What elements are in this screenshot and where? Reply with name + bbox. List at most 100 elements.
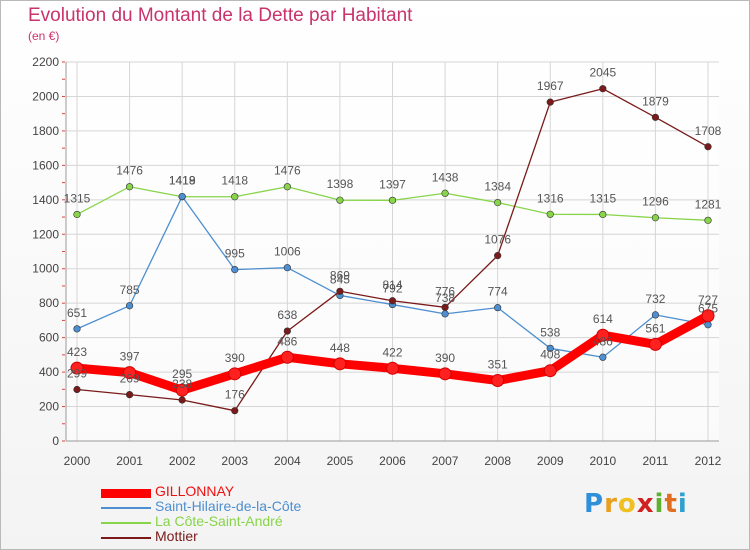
logo-letter: P [584,489,605,519]
data-label: 1879 [642,94,669,108]
data-point [546,98,554,106]
legend-swatch [101,537,151,539]
data-label: 1418 [221,174,248,188]
data-label: 1315 [64,191,91,205]
x-tick-label: 2003 [221,454,248,468]
data-point [388,297,397,305]
data-label: 448 [330,341,350,355]
y-tick-label: 2200 [32,55,59,69]
data-label: 614 [593,312,613,326]
data-point [388,196,397,204]
data-label: 295 [172,367,192,381]
data-point [125,183,134,191]
data-label: 869 [330,268,350,282]
x-tick-label: 2000 [64,454,91,468]
y-tick-label: 2000 [32,89,59,103]
data-point [494,304,502,312]
data-point [283,327,291,335]
data-label: 423 [67,345,87,359]
data-label: 1296 [642,195,669,209]
data-point [123,366,137,380]
data-label: 1398 [327,177,354,191]
data-label: 238 [172,377,192,391]
x-tick-label: 2001 [116,454,143,468]
data-point [73,385,81,394]
legend-label: Mottier [155,528,198,544]
data-label: 1418 [169,174,196,188]
data-point [336,196,344,204]
data-point [599,353,607,361]
data-point [704,143,712,151]
data-label: 1384 [484,180,511,194]
data-label: 1076 [484,233,511,247]
data-point [648,337,662,351]
legend-label: Saint-Hilaire-de-la-Côte [155,498,302,514]
x-tick-label: 2002 [169,454,196,468]
data-label: 486 [277,334,297,348]
y-tick-label: 1000 [32,262,59,276]
data-point [231,265,239,274]
y-tick-label: 200 [39,400,59,414]
data-label: 651 [67,306,87,320]
y-tick-label: 400 [39,365,59,379]
x-tick-label: 2010 [589,454,616,468]
data-label: 845 [330,272,350,286]
data-point [491,374,505,388]
data-point [543,364,557,378]
proxiti-logo: Proxiti [584,489,688,519]
data-point [178,192,186,201]
legend-swatch [101,507,151,509]
data-point [596,328,610,342]
data-label: 390 [225,351,245,365]
data-label: 422 [382,345,402,359]
data-label: 785 [120,283,140,297]
data-point [441,303,449,311]
x-tick-label: 2011 [643,454,669,468]
y-tick-label: 1400 [32,193,59,207]
data-point [231,407,239,415]
data-point [73,210,81,219]
data-label: 738 [435,291,455,305]
legend-swatch [101,488,151,498]
data-point [441,189,449,197]
data-point [283,264,291,272]
data-point [546,344,554,352]
data-label: 1316 [537,191,564,205]
y-tick-label: 1600 [32,158,59,172]
legend-item: Mottier [101,528,361,545]
data-point [70,361,84,375]
data-label: 995 [225,247,245,261]
data-point [228,367,242,381]
y-tick-label: 1200 [32,227,59,241]
logo-letter: i [654,489,665,519]
data-point [231,193,239,201]
data-label: 1438 [432,170,459,184]
data-label: 1315 [589,191,616,205]
legend-item: Saint-Hilaire-de-la-Côte [101,498,361,515]
data-point [651,214,660,222]
legend-label: La Côte-Saint-André [155,513,283,529]
data-label: 176 [225,388,245,402]
data-point [599,85,607,93]
data-point [701,309,715,323]
data-point [73,325,81,333]
logo-letter: t [664,489,678,519]
data-point [438,367,452,381]
x-tick-label: 2009 [537,454,564,468]
data-label: 638 [277,308,297,322]
data-label: 538 [540,325,560,339]
logo-letter: x [636,489,655,519]
data-label: 299 [67,366,87,380]
data-point [280,350,294,364]
legend-label: GILLONNAY [155,483,235,499]
data-label: 1708 [695,124,722,138]
data-point [441,310,449,318]
data-point [125,302,134,310]
data-label: 814 [382,278,402,292]
legend-swatch [101,522,151,524]
data-label: 1967 [537,79,564,93]
data-point [333,357,347,371]
data-point [386,361,399,375]
